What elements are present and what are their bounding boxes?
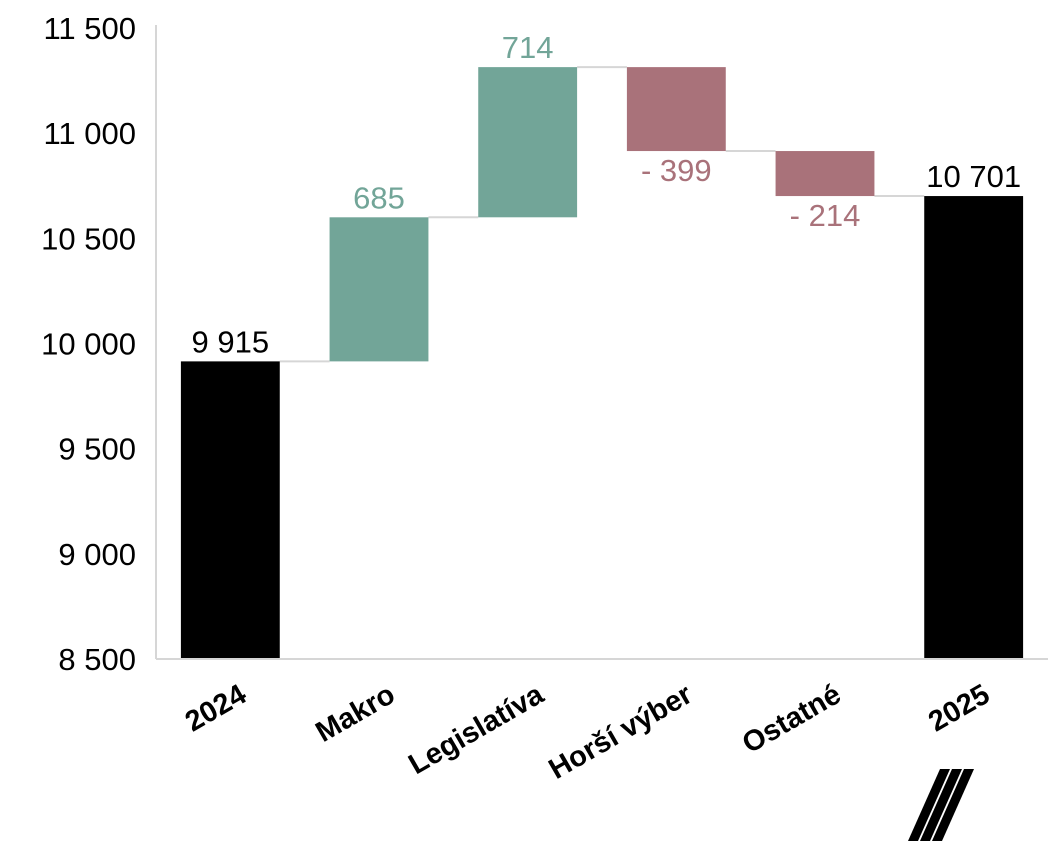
bar-2024 [180, 361, 280, 659]
bar-legislatíva [478, 67, 578, 218]
x-tick-label: 2024 [180, 678, 252, 738]
y-tick-label: 8 500 [58, 642, 136, 677]
x-tick-label: 2025 [923, 678, 995, 738]
y-tick-labels: 8 500 9 000 9 500 10 000 10 500 11 000 11 500 [41, 11, 136, 677]
bars [180, 67, 1024, 659]
bar-ostatné [775, 151, 875, 197]
data-labels: 9 915 685 714 - 399 - 214 10 701 [192, 30, 1022, 359]
bar-makro [329, 217, 429, 362]
data-label: 685 [353, 180, 405, 215]
x-tick-label: Legislatíva [403, 678, 550, 781]
y-tick-label: 9 500 [58, 432, 136, 467]
x-tick-label: Horší výber [544, 678, 698, 786]
y-tick-label: 10 000 [41, 327, 136, 362]
bar-2025 [924, 196, 1024, 659]
y-tick-label: 11 000 [43, 116, 136, 151]
axes [155, 25, 1048, 660]
y-tick-label: 10 500 [41, 221, 136, 256]
data-label: 9 915 [192, 324, 270, 359]
logo-stripes-icon [908, 769, 974, 841]
y-tick-label: 9 000 [58, 537, 136, 572]
x-tick-label: Ostatné [737, 678, 847, 760]
bar-horší-výber [626, 67, 726, 152]
data-label: 714 [502, 30, 554, 65]
data-label: 10 701 [926, 159, 1021, 194]
y-tick-label: 11 500 [43, 11, 136, 46]
x-tick-label: Makro [311, 678, 401, 748]
data-label: - 214 [790, 198, 861, 233]
data-label: - 399 [641, 153, 712, 188]
connector-lines [279, 66, 925, 363]
